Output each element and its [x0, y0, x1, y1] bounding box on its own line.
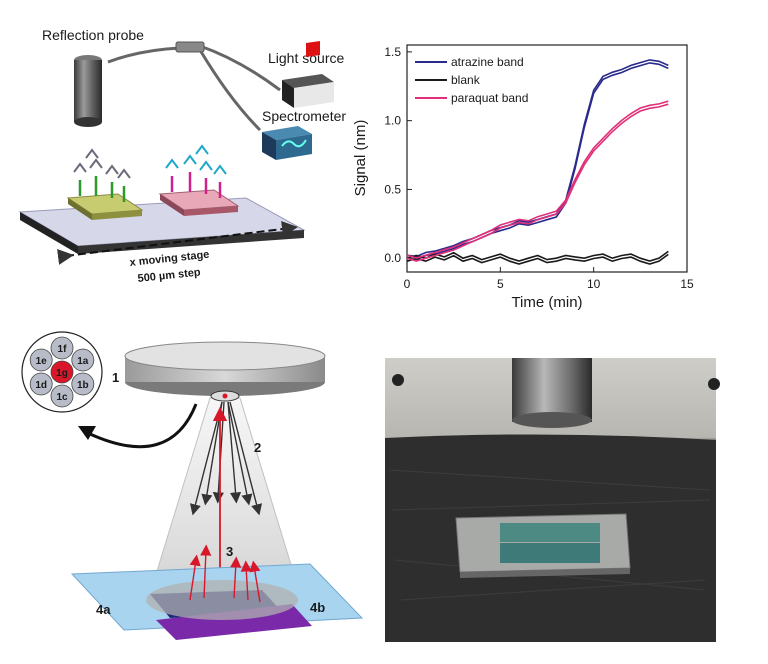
fiber-label-1d: 1d [35, 380, 47, 391]
reflected-light-number: 2 [254, 440, 261, 455]
y-axis-label: Signal (nm) [352, 120, 369, 197]
light-source-box [282, 41, 334, 108]
fiber-cable [107, 46, 181, 64]
fiber-1d [29, 372, 53, 396]
fiber-label-1f: 1f [58, 344, 68, 355]
legend-label-paraquat: paraquat band [451, 91, 528, 105]
reflected-red-arrows [189, 544, 261, 603]
x-axis-label: Time (min) [511, 294, 582, 311]
incident-light-number: 3 [226, 544, 233, 559]
x-tick-label: 5 [497, 277, 504, 291]
fiber-cable [198, 49, 262, 132]
photo-screw [392, 374, 404, 386]
x-tick-label: 10 [587, 277, 601, 291]
setup-schematic: Reflection probe Light source Spectromet… [18, 27, 346, 285]
series-line-paraquat-band [406, 103, 669, 262]
paraquat-sensor-chip [158, 144, 240, 216]
fiber-label-1e: 1e [36, 356, 48, 367]
probe-illumination-diagram: 1a 1b 1c 1d 1e 1f 1g 1 2 3 [21, 331, 364, 640]
step-label: 500 µm step [137, 266, 201, 285]
x-tick-label: 15 [680, 277, 694, 291]
fiber-1g [50, 360, 74, 384]
glass-slide-edge [460, 568, 630, 578]
y-tick-label: 1.5 [384, 45, 401, 59]
fiber-label-1g: 1g [56, 368, 68, 379]
fiber-1e [29, 348, 53, 372]
illumination-spot [146, 580, 298, 620]
sensor-band-top [500, 523, 600, 542]
y-tick-label: 1.0 [384, 114, 401, 128]
fiber-cable [199, 44, 281, 92]
probe-label: Reflection probe [42, 27, 144, 43]
inset-pointer-arrowhead [78, 426, 96, 440]
probe-rod [512, 358, 592, 422]
series-line-paraquat-band [406, 100, 669, 259]
probe-tip-center [222, 393, 228, 399]
series-line-blank [406, 253, 669, 265]
x-axis: 0 5 10 15 [404, 267, 694, 291]
signal-chart: 0 5 10 15 0.0 0.5 1.0 1.5 Time (min) Signal (n… [352, 44, 694, 311]
fiber-label-1c: 1c [56, 392, 68, 403]
fiber-1a [71, 348, 95, 372]
series-line-blank [406, 250, 669, 262]
light-source-label: Light source [268, 50, 344, 66]
probe-rod-end [512, 412, 592, 428]
probe-bottom [74, 117, 102, 127]
x-tick-label: 0 [404, 277, 411, 291]
probe-head-top [124, 341, 326, 371]
band-left-label: 4a [96, 602, 111, 617]
legend-label-atrazine: atrazine band [451, 55, 524, 69]
y-axis: 0.0 0.5 1.0 1.5 [384, 45, 412, 265]
chart-legend: atrazine band blank paraquat band [415, 55, 528, 105]
y-tick-label: 0.0 [384, 251, 401, 265]
series-line-atrazine-band [406, 59, 669, 258]
atrazine-sensor-chip [66, 148, 144, 220]
y-tick-label: 0.5 [384, 182, 401, 196]
light-cone [149, 397, 301, 595]
legend-label-blank: blank [451, 73, 481, 87]
fiber-1b [71, 372, 95, 396]
plot-frame [406, 44, 688, 273]
fiber-bundle: 1a 1b 1c 1d 1e 1f 1g [29, 336, 95, 408]
photo-texture [389, 469, 711, 601]
band-right-label: 4b [310, 600, 325, 615]
fiber-1f [50, 336, 74, 360]
fiber-splitter [175, 41, 205, 53]
series-line-atrazine-band [406, 62, 669, 261]
fiber-label-1b: 1b [77, 380, 89, 391]
reflection-probe [74, 60, 102, 122]
spectrometer-label: Spectrometer [262, 108, 346, 124]
inset-pointer-arrow [89, 403, 198, 449]
probe-number: 1 [112, 370, 119, 385]
moving-stage [18, 197, 306, 254]
fiber-label-1a: 1a [77, 356, 89, 367]
stage-direction-arrow [57, 221, 298, 265]
fiber-1c [50, 384, 74, 408]
sensor-band-bottom [500, 543, 600, 563]
spectrometer-box [262, 126, 312, 160]
photo-screw [708, 378, 720, 390]
series-lines [406, 59, 669, 265]
sensor-photo [385, 358, 720, 642]
